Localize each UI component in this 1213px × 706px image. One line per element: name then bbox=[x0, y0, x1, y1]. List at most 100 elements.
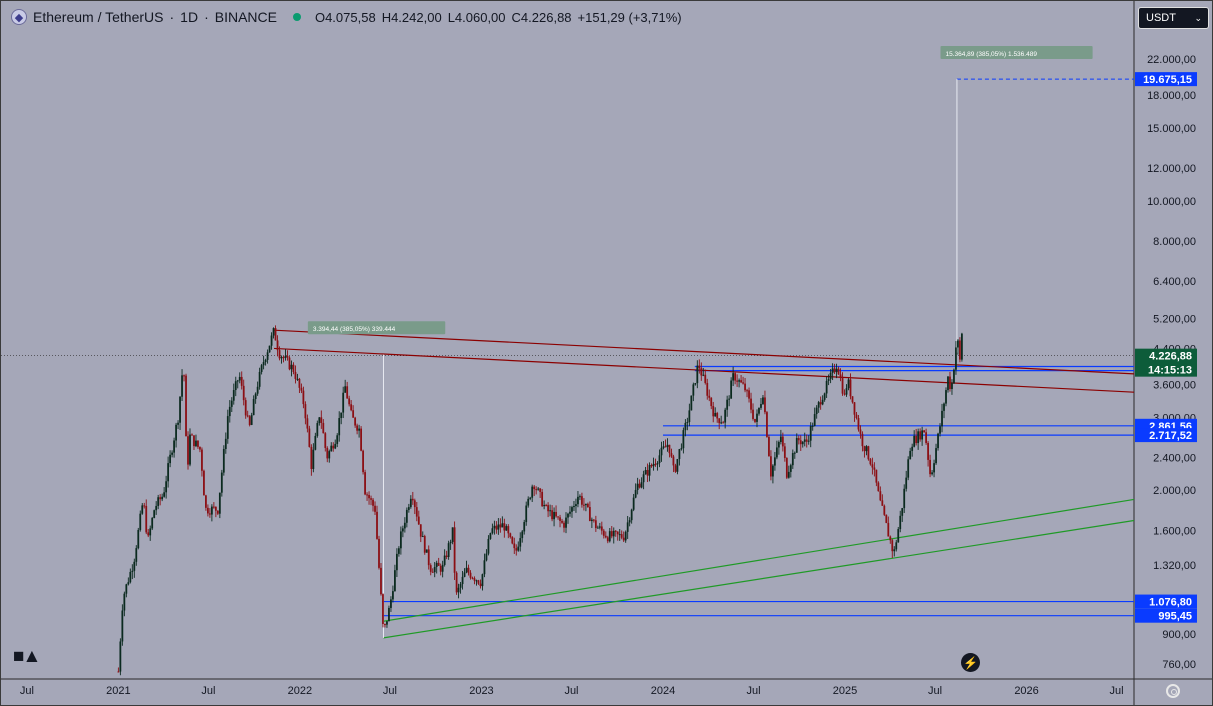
candle bbox=[825, 380, 828, 394]
candle bbox=[740, 380, 742, 383]
candle bbox=[690, 395, 693, 411]
candle bbox=[579, 496, 581, 498]
candle bbox=[957, 340, 959, 348]
candle bbox=[943, 403, 945, 411]
candle bbox=[917, 431, 920, 444]
y-tick-label: 900,00 bbox=[1162, 629, 1196, 641]
candle bbox=[451, 527, 454, 542]
candle bbox=[803, 439, 806, 442]
candle bbox=[746, 390, 748, 392]
candle bbox=[642, 474, 645, 483]
candle bbox=[483, 560, 486, 575]
candle bbox=[201, 449, 203, 471]
candle bbox=[791, 453, 794, 466]
current-price-label: 4.226,88 bbox=[1149, 351, 1192, 363]
candle bbox=[489, 533, 492, 539]
y-tick-label: 760,00 bbox=[1162, 659, 1196, 671]
candle bbox=[244, 400, 247, 416]
candle bbox=[125, 584, 128, 594]
candle bbox=[407, 507, 410, 510]
candle bbox=[535, 489, 538, 491]
candle bbox=[171, 452, 173, 455]
candle bbox=[698, 365, 701, 369]
candle bbox=[931, 472, 933, 475]
candle bbox=[620, 534, 623, 538]
candle bbox=[417, 516, 420, 525]
candle bbox=[545, 504, 548, 506]
candle bbox=[382, 594, 384, 625]
candle bbox=[634, 490, 637, 498]
candle bbox=[240, 376, 243, 386]
candle bbox=[766, 412, 768, 437]
candle bbox=[859, 429, 862, 434]
candle bbox=[598, 526, 601, 528]
candle bbox=[376, 511, 378, 539]
candle bbox=[811, 425, 814, 427]
x-tick-label: Jul bbox=[1110, 685, 1124, 697]
symbol-name[interactable]: Ethereum / TetherUS bbox=[33, 9, 164, 25]
candle bbox=[557, 516, 559, 518]
candle bbox=[519, 538, 522, 547]
candle bbox=[280, 357, 283, 359]
separator: · bbox=[204, 9, 209, 25]
y-tick-label: 12.000,00 bbox=[1147, 163, 1196, 175]
settings-gear-icon[interactable] bbox=[1166, 684, 1180, 698]
candle bbox=[461, 576, 464, 585]
candle bbox=[686, 421, 689, 423]
candle bbox=[732, 373, 735, 381]
candle bbox=[463, 572, 466, 577]
measure-label-box bbox=[940, 45, 1093, 59]
candle bbox=[314, 435, 317, 450]
candle bbox=[322, 422, 325, 434]
tradingview-logo[interactable]: ■▲ bbox=[13, 646, 41, 667]
candle bbox=[193, 435, 195, 447]
candle bbox=[676, 459, 679, 472]
candle bbox=[694, 383, 697, 385]
candle bbox=[340, 412, 343, 419]
candle bbox=[467, 567, 470, 573]
candle bbox=[473, 578, 476, 581]
candle bbox=[531, 486, 534, 498]
separator: · bbox=[169, 9, 175, 25]
candle bbox=[551, 510, 553, 520]
chevron-down-icon: ⌄ bbox=[1194, 12, 1202, 23]
candle bbox=[290, 364, 293, 370]
candle bbox=[897, 529, 900, 543]
candle bbox=[756, 413, 758, 422]
candle bbox=[833, 368, 836, 373]
candle bbox=[592, 519, 595, 521]
candle bbox=[338, 418, 341, 436]
candle bbox=[839, 374, 842, 379]
candle bbox=[805, 439, 808, 442]
candle bbox=[901, 508, 904, 516]
candle bbox=[573, 506, 575, 508]
candle bbox=[567, 513, 569, 518]
candle bbox=[350, 404, 353, 411]
candle bbox=[493, 525, 496, 529]
candle bbox=[652, 463, 655, 467]
candle bbox=[559, 517, 561, 521]
candle bbox=[959, 340, 961, 360]
candle bbox=[770, 456, 772, 477]
candle bbox=[368, 494, 370, 499]
currency-select[interactable]: USDT ⌄ bbox=[1138, 7, 1209, 29]
interval[interactable]: 1D bbox=[180, 9, 199, 25]
measure-label: 3.394,44 (385,05%) 339.444 bbox=[313, 326, 396, 333]
candle bbox=[604, 535, 607, 538]
candle bbox=[298, 378, 301, 388]
y-tick-label: 2.000,00 bbox=[1153, 485, 1196, 497]
candle bbox=[380, 567, 382, 595]
candle bbox=[807, 440, 810, 442]
y-tick-label: 2.400,00 bbox=[1153, 452, 1196, 464]
candle bbox=[722, 422, 725, 424]
candle bbox=[849, 379, 852, 397]
lightning-icon[interactable]: ⚡ bbox=[961, 653, 980, 672]
candle bbox=[131, 570, 134, 572]
candle bbox=[356, 425, 359, 431]
candle bbox=[760, 403, 762, 408]
candle bbox=[774, 457, 776, 466]
candle bbox=[563, 522, 565, 528]
green-trendline bbox=[383, 519, 1135, 639]
candle bbox=[622, 537, 625, 541]
